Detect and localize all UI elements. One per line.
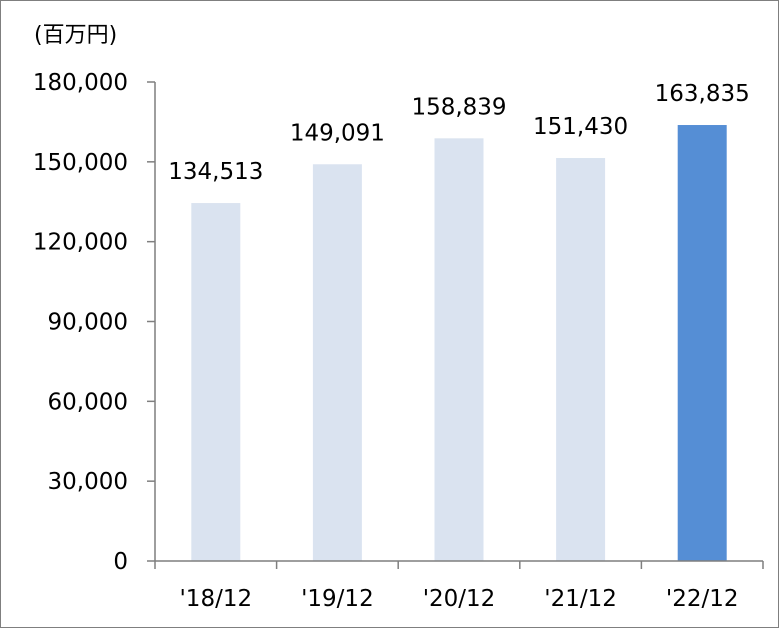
axes xyxy=(154,82,763,562)
y-tick-label: 180,000 xyxy=(33,70,128,96)
x-tick-label: '22/12 xyxy=(666,586,739,612)
value-labels: 134,513 149,091 158,839 151,430 163,835 xyxy=(168,81,750,185)
bar-2012 xyxy=(434,138,484,561)
value-label: 134,513 xyxy=(168,159,263,185)
bar-2112 xyxy=(556,158,606,561)
bar-1812 xyxy=(191,203,241,561)
value-label: 149,091 xyxy=(290,120,385,146)
x-tick-label: '18/12 xyxy=(179,586,252,612)
y-tick-label: 120,000 xyxy=(33,230,128,256)
y-tick-label: 60,000 xyxy=(48,389,128,415)
value-label: 163,835 xyxy=(655,81,750,107)
y-tick-label: 30,000 xyxy=(48,469,128,495)
unit-label: (百万円) xyxy=(34,23,117,48)
value-label: 151,430 xyxy=(533,114,628,140)
y-tick-label: 90,000 xyxy=(48,310,128,336)
y-axis-ticks: 0 30,000 60,000 90,000 120,000 150,000 180,000 xyxy=(33,70,155,575)
value-label: 158,839 xyxy=(411,94,506,120)
x-tick-label: '21/12 xyxy=(544,586,617,612)
x-tick-label: '20/12 xyxy=(423,586,496,612)
y-tick-label: 150,000 xyxy=(33,150,128,176)
bar-2212 xyxy=(677,125,727,562)
x-tick-label: '19/12 xyxy=(301,586,374,612)
bar-1912 xyxy=(312,164,362,561)
bars xyxy=(191,125,727,562)
x-axis-ticks: '18/12 '19/12 '20/12 '21/12 '22/12 xyxy=(154,561,764,612)
y-tick-label: 0 xyxy=(113,549,128,575)
